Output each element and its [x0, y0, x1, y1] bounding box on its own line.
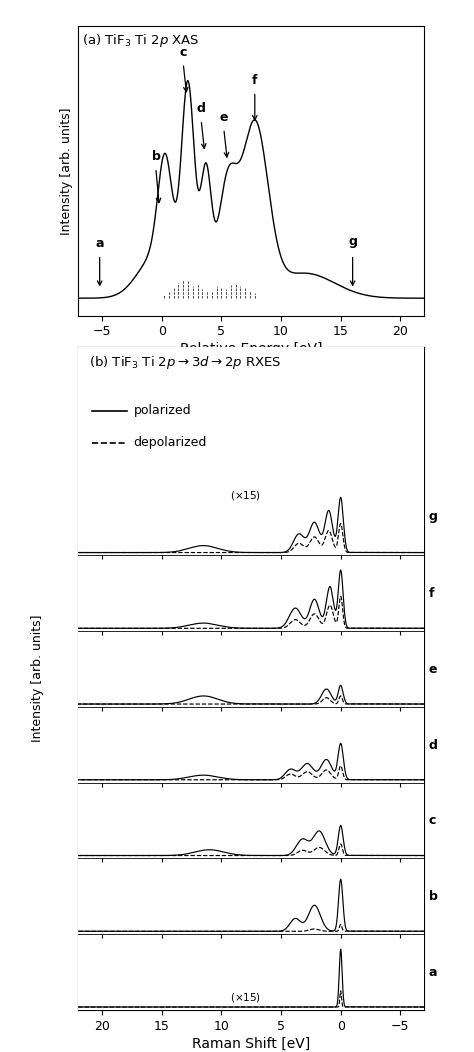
Text: $\bf{c}$: $\bf{c}$	[179, 46, 188, 59]
Text: polarized: polarized	[134, 404, 191, 418]
X-axis label: Raman Shift [eV]: Raman Shift [eV]	[192, 1037, 310, 1051]
Text: $\bf{b}$: $\bf{b}$	[428, 889, 439, 904]
Text: $\bf{d}$: $\bf{d}$	[196, 101, 206, 116]
Text: depolarized: depolarized	[134, 437, 207, 449]
Text: $\bf{g}$: $\bf{g}$	[348, 237, 357, 250]
Text: $\bf{f}$: $\bf{f}$	[251, 74, 259, 87]
Text: (b) TiF$_3$ Ti 2$p$$\rightarrow$3$d$$\rightarrow$2$p$ RXES: (b) TiF$_3$ Ti 2$p$$\rightarrow$3$d$$\ri…	[89, 353, 281, 370]
Text: $\bf{c}$: $\bf{c}$	[428, 814, 437, 827]
Y-axis label: Intensity [arb. units]: Intensity [arb. units]	[60, 107, 73, 235]
X-axis label: Relative Energy [eV]: Relative Energy [eV]	[180, 343, 322, 357]
Text: $\bf{a}$: $\bf{a}$	[95, 238, 104, 250]
Text: $\bf{b}$: $\bf{b}$	[151, 149, 161, 163]
Text: $\bf{d}$: $\bf{d}$	[428, 737, 438, 752]
Text: ($\times$15): ($\times$15)	[230, 489, 262, 502]
Text: $\bf{a}$: $\bf{a}$	[428, 966, 438, 978]
Text: ($\times$15): ($\times$15)	[230, 991, 262, 1005]
Text: $\bf{g}$: $\bf{g}$	[428, 510, 438, 525]
Text: Intensity [arb. units]: Intensity [arb. units]	[31, 614, 45, 743]
Text: $\bf{f}$: $\bf{f}$	[428, 586, 436, 601]
Text: $\bf{e}$: $\bf{e}$	[219, 112, 229, 124]
Text: $\bf{e}$: $\bf{e}$	[428, 663, 438, 675]
Text: (a) TiF$_3$ Ti 2$p$ XAS: (a) TiF$_3$ Ti 2$p$ XAS	[82, 32, 199, 49]
